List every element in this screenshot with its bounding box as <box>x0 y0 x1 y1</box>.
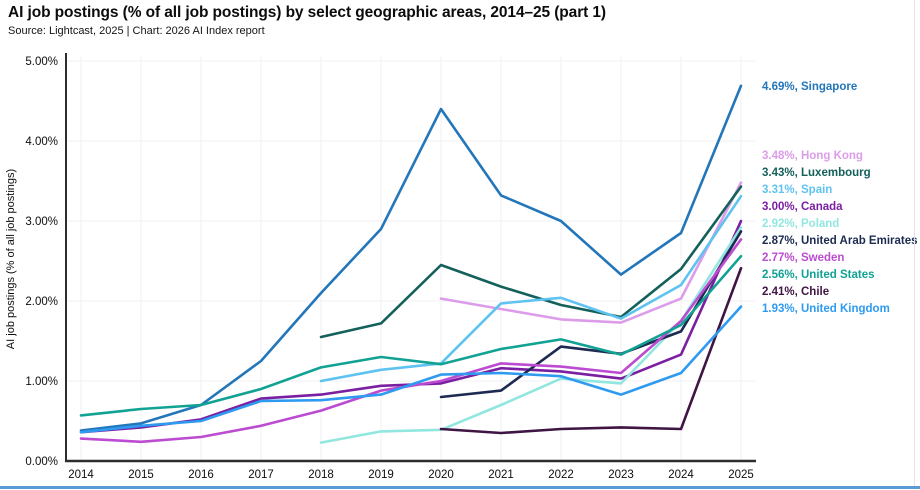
y-tick-label: 5.00% <box>25 56 58 68</box>
series-line-luxembourg <box>319 185 743 339</box>
series-line-united-states <box>79 254 743 417</box>
y-tick-label: 3.00% <box>25 216 58 228</box>
x-tick-label: 2019 <box>368 469 394 481</box>
series-end-label-sweden: 2.77%, Sweden <box>762 252 844 264</box>
series-line-chile <box>439 266 743 435</box>
x-tick-label: 2022 <box>548 469 574 481</box>
window-right-edge <box>914 0 915 486</box>
x-tick-label: 2020 <box>428 469 454 481</box>
x-tick-label: 2014 <box>68 469 94 481</box>
chart-header: AI job postings (% of all job postings) … <box>8 4 606 37</box>
x-tick-label: 2018 <box>308 469 334 481</box>
y-tick-label: 1.00% <box>25 376 58 388</box>
series-end-label-singapore: 4.69%, Singapore <box>762 81 857 93</box>
series-line-singapore <box>79 84 743 432</box>
chart-title: AI job postings (% of all job postings) … <box>8 4 606 21</box>
x-tick-label: 2015 <box>128 469 154 481</box>
y-axis-title: AI job postings (% of all job postings) <box>5 169 17 349</box>
series-end-label-united-arab-emirates: 2.87%, United Arab Emirates <box>762 235 918 247</box>
series-end-label-poland: 2.92%, Poland <box>762 218 839 230</box>
series-line-spain <box>319 194 743 383</box>
series-end-label-united-kingdom: 1.93%, United Kingdom <box>762 303 890 315</box>
series-end-label-hong-kong: 3.48%, Hong Kong <box>762 150 863 162</box>
series-line-canada <box>79 219 743 434</box>
series-end-label-spain: 3.31%, Spain <box>762 184 832 196</box>
x-tick-label: 2024 <box>668 469 694 481</box>
y-tick-label: 4.00% <box>25 136 58 148</box>
series-end-label-united-states: 2.56%, United States <box>762 269 874 281</box>
window-bottom-edge <box>0 486 920 489</box>
y-tick-label: 0.00% <box>25 456 58 468</box>
chart-source-caption: Source: Lightcast, 2025 | Chart: 2026 AI… <box>8 25 265 37</box>
series-end-label-chile: 2.41%, Chile <box>762 286 829 298</box>
series-line-united-kingdom <box>79 305 743 434</box>
x-tick-label: 2023 <box>608 469 634 481</box>
x-tick-label: 2025 <box>728 469 754 481</box>
x-tick-label: 2016 <box>188 469 214 481</box>
x-tick-label: 2021 <box>488 469 514 481</box>
series-end-label-canada: 3.00%, Canada <box>762 201 843 213</box>
series-end-label-luxembourg: 3.43%, Luxembourg <box>762 167 871 179</box>
series-line-poland <box>319 226 743 444</box>
series-line-hong-kong <box>439 181 743 324</box>
x-tick-label: 2017 <box>248 469 274 481</box>
y-tick-label: 2.00% <box>25 296 58 308</box>
